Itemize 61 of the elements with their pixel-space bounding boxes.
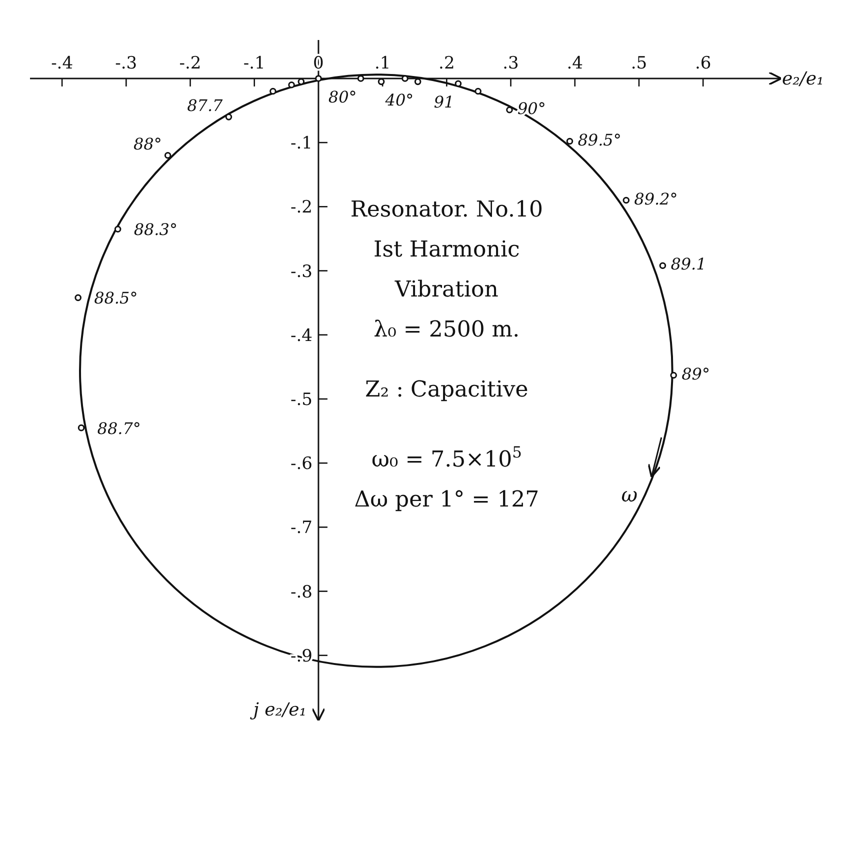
point <box>298 78 305 86</box>
annotation: 89.1 <box>670 254 706 274</box>
x-tick-label: .4 <box>566 53 583 74</box>
point <box>225 114 232 120</box>
annotation: ω <box>621 482 638 507</box>
point <box>114 226 122 232</box>
annotation: 88.3° <box>134 220 178 240</box>
point <box>74 294 82 302</box>
y-tick-label: -.7 <box>290 518 312 538</box>
point <box>659 262 666 270</box>
annotation: 89.2° <box>634 189 678 208</box>
annotation: Z₂ : Capacitive <box>364 378 528 403</box>
point <box>378 78 385 86</box>
y-tick-label: -.8 <box>290 582 312 602</box>
y-tick-label: -.5 <box>290 390 312 410</box>
point <box>414 78 422 86</box>
annotation: Δω per 1° = 127 <box>354 488 540 513</box>
y-tick-label: -.6 <box>290 454 312 474</box>
y-tick-label: -.4 <box>290 326 312 346</box>
annotation: λ₀ = 2500 m. <box>374 318 520 343</box>
point <box>270 88 276 95</box>
annotation: 40° <box>384 90 414 110</box>
annotation: 91 <box>434 92 454 112</box>
y-tick-label: -.3 <box>290 262 312 282</box>
point <box>164 152 172 159</box>
y-axis-title: j e₂/e₁ <box>249 699 306 720</box>
x-axis-title: e₂/e₁ <box>782 68 824 90</box>
x-tick-label: .1 <box>374 53 391 74</box>
annotation: 90° <box>517 98 546 118</box>
annotation: 88° <box>133 134 162 154</box>
x-tick-label: .3 <box>502 53 519 74</box>
annotation: 87.7 <box>187 96 224 115</box>
annotation: ω₀ = 7.5×10$^{5}$ <box>371 444 522 473</box>
annotation: Resonator. No.10 <box>350 198 544 223</box>
annotation: 88.7° <box>97 418 141 438</box>
annotation: 88.5° <box>94 288 138 308</box>
x-tick-label: -.4 <box>51 53 74 74</box>
point <box>670 372 677 379</box>
point <box>622 196 630 204</box>
x-tick-label: -.1 <box>243 53 266 74</box>
x-tick-label: .2 <box>438 53 455 74</box>
point <box>315 75 322 82</box>
annotation: Vibration <box>394 278 498 303</box>
annotation: 89° <box>682 364 710 384</box>
point <box>357 75 364 82</box>
x-tick-label: .6 <box>694 53 712 74</box>
y-tick-label: -.2 <box>290 198 312 218</box>
point <box>288 81 295 88</box>
annotation: 89.5° <box>578 130 622 150</box>
x-tick-label: -.2 <box>179 53 202 74</box>
annotation: 80° <box>328 87 357 106</box>
x-tick-label: .5 <box>630 53 648 74</box>
point <box>402 75 408 82</box>
point <box>506 106 513 114</box>
point <box>454 80 462 87</box>
point <box>474 88 482 95</box>
point <box>78 424 85 432</box>
x-tick-label: -.3 <box>115 53 138 74</box>
point <box>566 138 574 145</box>
y-tick-label: -.1 <box>290 134 312 154</box>
annotation: Ist Harmonic <box>374 238 520 263</box>
